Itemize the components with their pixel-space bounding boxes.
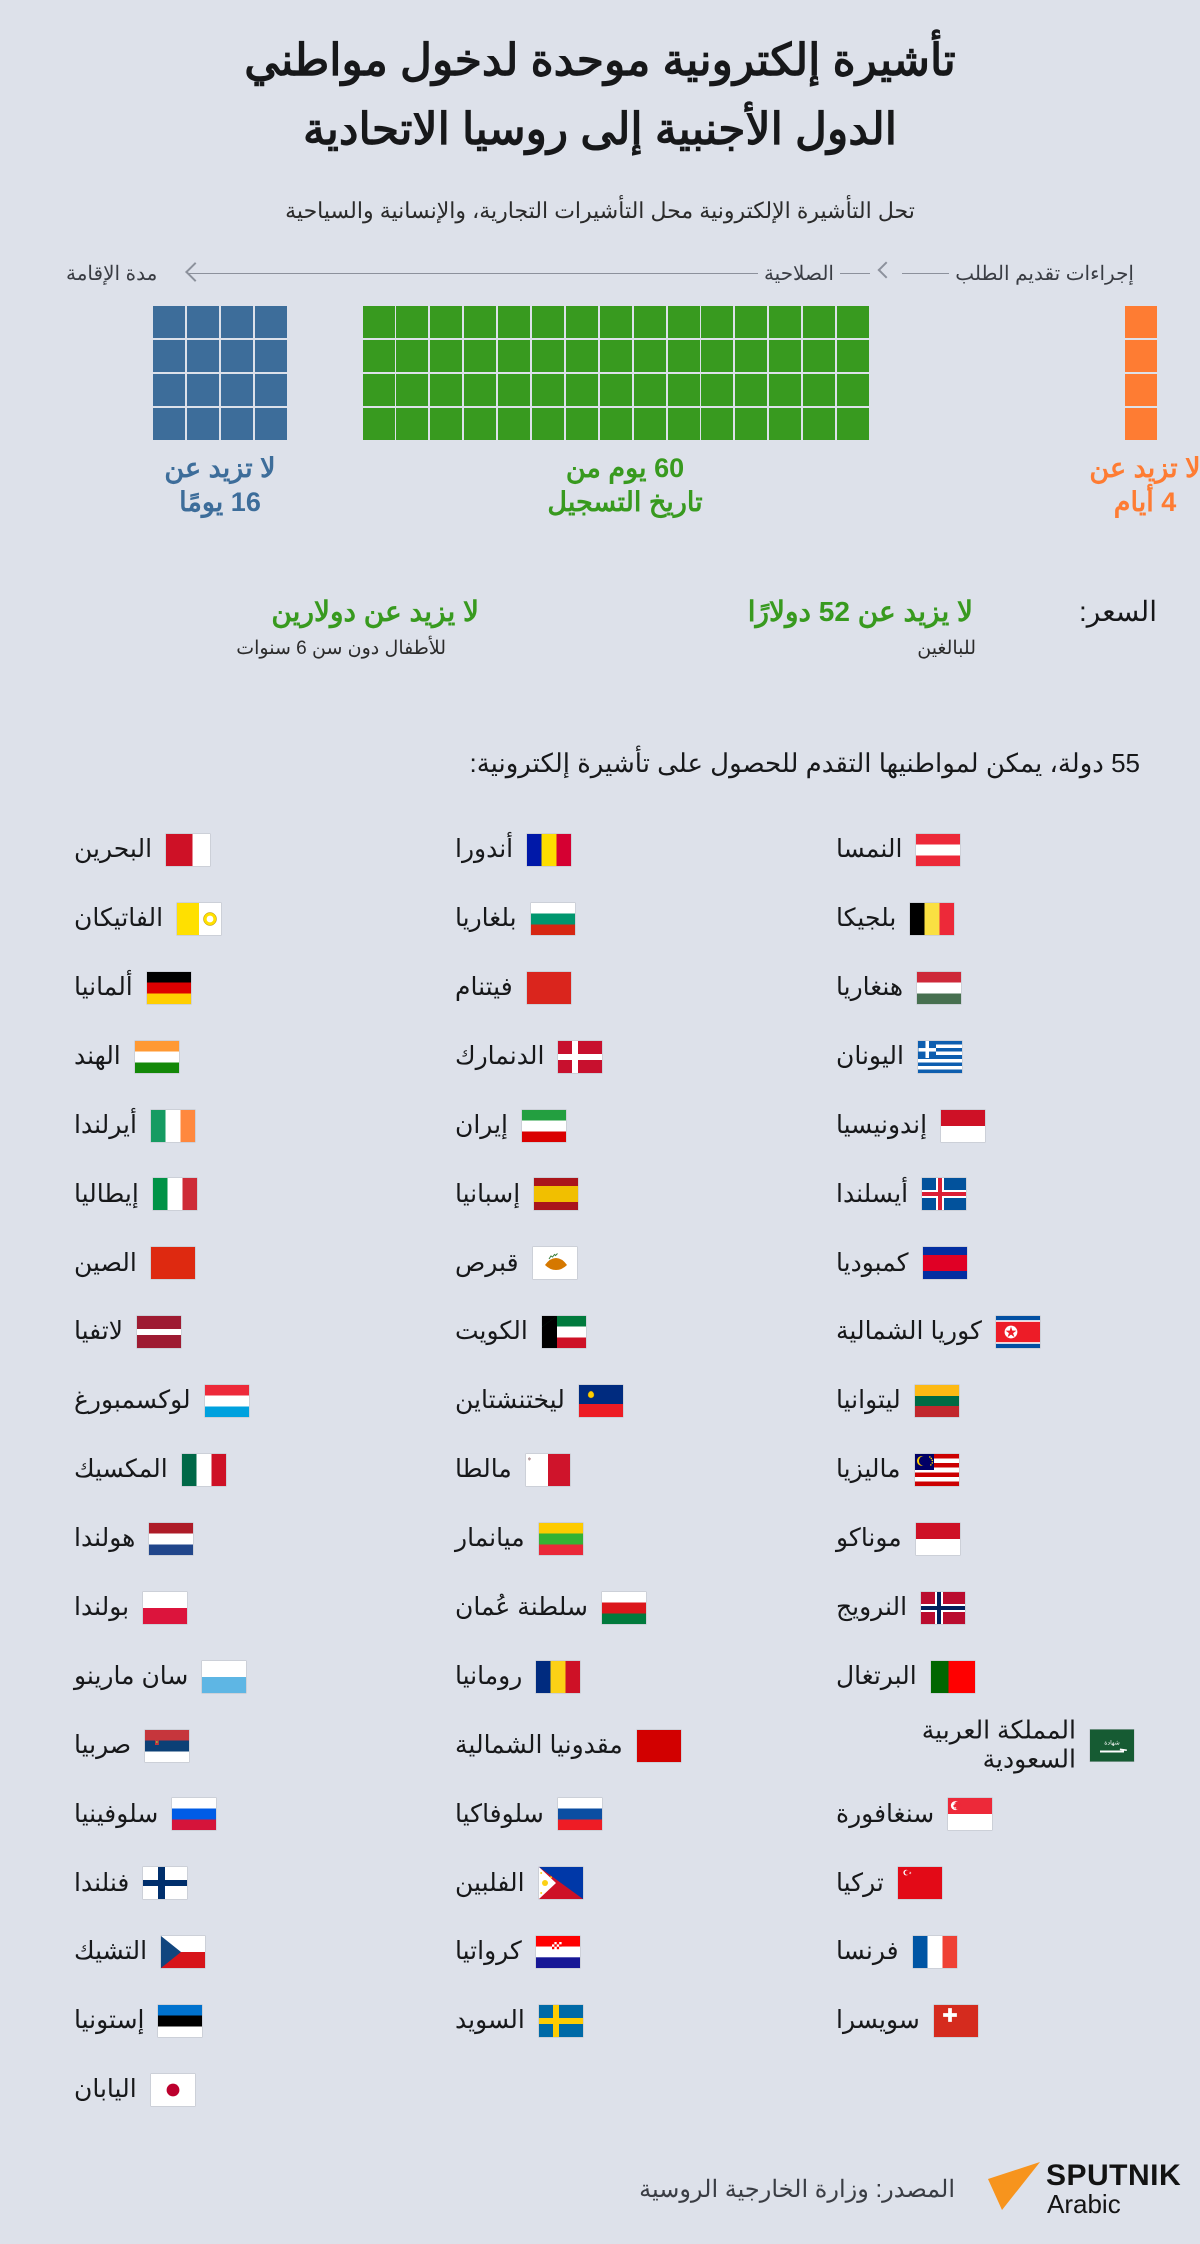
svg-text:شهادة: شهادة [1104,1740,1119,1747]
